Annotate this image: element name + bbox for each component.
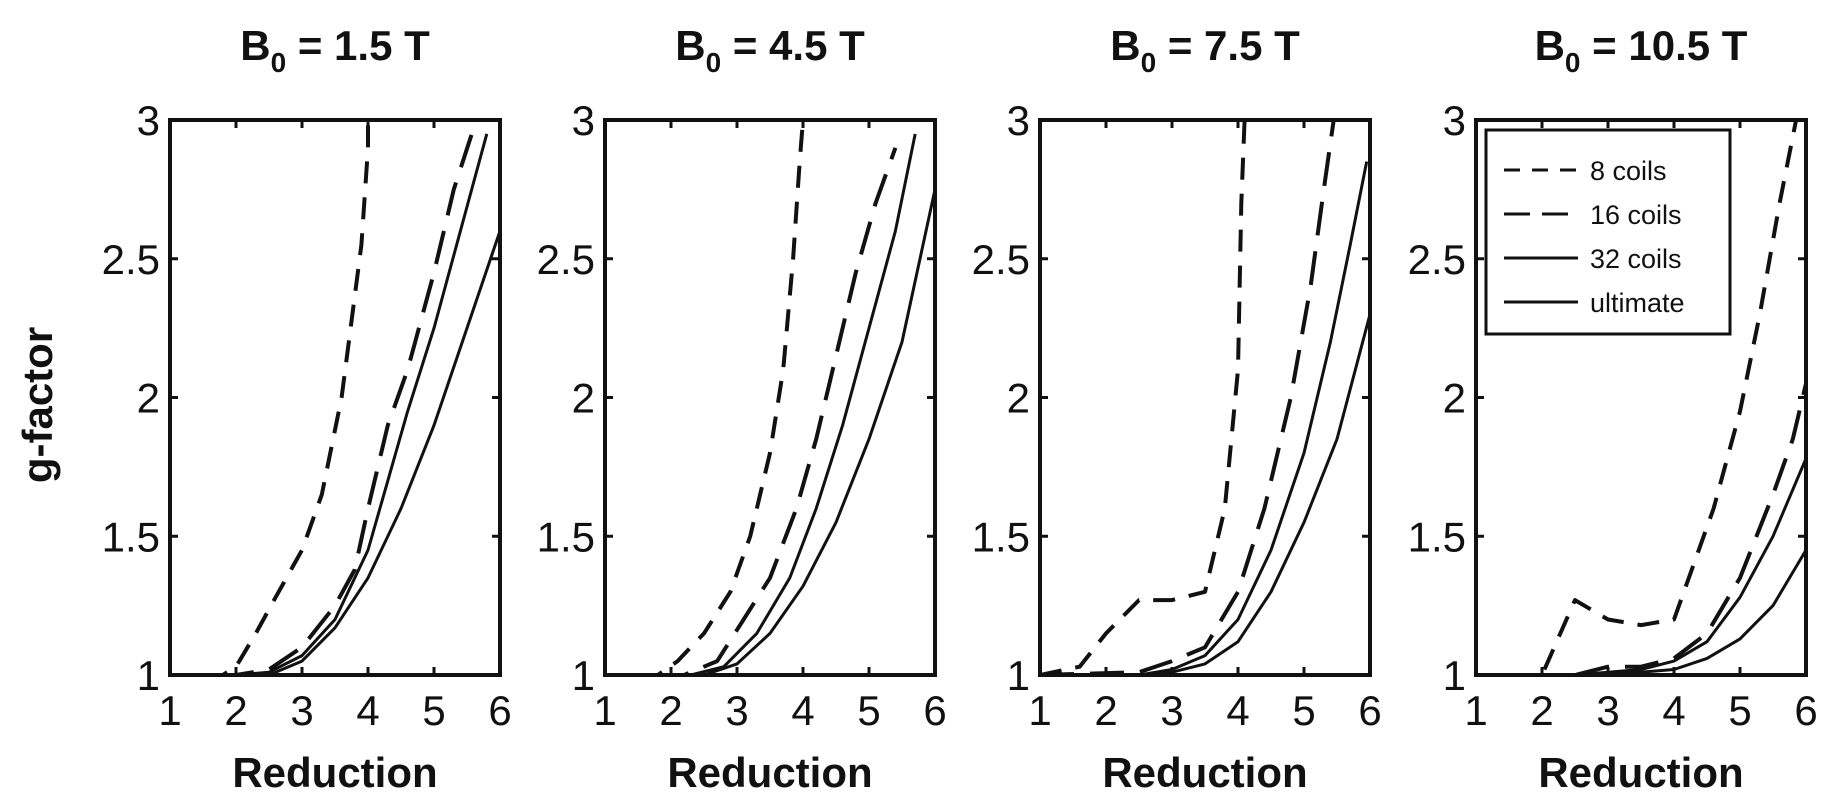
y-tick-label: 2.5 [1408,236,1466,283]
y-tick-label: 2.5 [972,236,1030,283]
plot-frame [603,118,937,677]
series-line-ultimate [170,230,500,675]
y-axis-label: g-factor [14,327,61,483]
series-line-8-coils [1040,120,1247,675]
series-line-16-coils [1040,120,1336,675]
y-tick-label: 1 [1443,652,1466,699]
x-axis-label: Reduction [232,749,437,796]
y-tick-label: 2 [1007,375,1030,422]
series-line-32-coils [1476,457,1806,675]
legend-box [1484,128,1732,336]
legend-label: ultimate [1590,288,1685,318]
panel-title: B0 = 1.5 T [240,22,430,78]
x-tick-label: 2 [1094,687,1117,734]
x-tick-label: 1 [593,687,616,734]
x-tick-label: 4 [1226,687,1249,734]
series-line-16-coils [170,127,476,675]
y-tick-label: 3 [572,97,595,144]
y-tick-label: 1.5 [537,513,595,560]
y-tick-label: 1.5 [972,513,1030,560]
x-axis-label: Reduction [1102,749,1307,796]
series-line-8-coils [605,120,805,675]
x-tick-label: 4 [791,687,814,734]
y-tick-label: 3 [1007,97,1030,144]
series-line-8-coils [1476,120,1799,675]
x-tick-label: 4 [356,687,379,734]
y-tick-label: 3 [137,97,160,144]
x-axis-label: Reduction [1538,749,1743,796]
series-line-32-coils [170,133,489,675]
x-tick-label: 6 [1358,687,1381,734]
y-tick-label: 2 [1443,375,1466,422]
panel-title: B0 = 7.5 T [1110,22,1300,78]
x-tick-label: 1 [158,687,181,734]
x-tick-label: 6 [1794,687,1817,734]
y-tick-label: 1 [1007,652,1030,699]
x-tick-label: 5 [422,687,445,734]
series-line-32-coils [605,133,917,675]
y-tick-label: 2 [137,375,160,422]
panel-title: B0 = 4.5 T [675,22,865,78]
x-tick-label: 3 [1596,687,1619,734]
series-line-32-coils [1040,161,1369,675]
y-tick-label: 1 [572,652,595,699]
series-line-ultimate [605,189,935,675]
series-line-ultimate [1040,313,1370,675]
x-tick-label: 3 [290,687,313,734]
x-tick-label: 5 [1728,687,1751,734]
series-line-16-coils [1476,383,1806,675]
y-tick-label: 1.5 [1408,513,1466,560]
legend-label: 16 coils [1590,200,1682,230]
y-tick-label: 1.5 [102,513,160,560]
panel-title: B0 = 10.5 T [1535,22,1748,78]
y-tick-label: 3 [1443,97,1466,144]
x-tick-label: 1 [1028,687,1051,734]
x-tick-label: 5 [857,687,880,734]
x-tick-label: 3 [1160,687,1183,734]
legend-label: 8 coils [1590,156,1667,186]
y-tick-label: 2.5 [102,236,160,283]
x-tick-label: 1 [1464,687,1487,734]
x-tick-label: 3 [725,687,748,734]
x-tick-label: 2 [224,687,247,734]
legend: 8 coils 16 coils 32 coils ultimate [1484,128,1732,336]
x-tick-label: 2 [659,687,682,734]
y-tick-label: 2 [572,375,595,422]
legend-label: 32 coils [1590,244,1682,274]
x-tick-label: 4 [1662,687,1685,734]
series-line-16-coils [605,147,898,675]
y-tick-label: 2.5 [537,236,595,283]
x-tick-label: 2 [1530,687,1553,734]
series-line-8-coils [170,120,370,675]
x-axis-label: Reduction [667,749,872,796]
x-tick-label: 6 [923,687,946,734]
x-tick-label: 6 [488,687,511,734]
x-tick-label: 5 [1292,687,1315,734]
y-tick-label: 1 [137,652,160,699]
